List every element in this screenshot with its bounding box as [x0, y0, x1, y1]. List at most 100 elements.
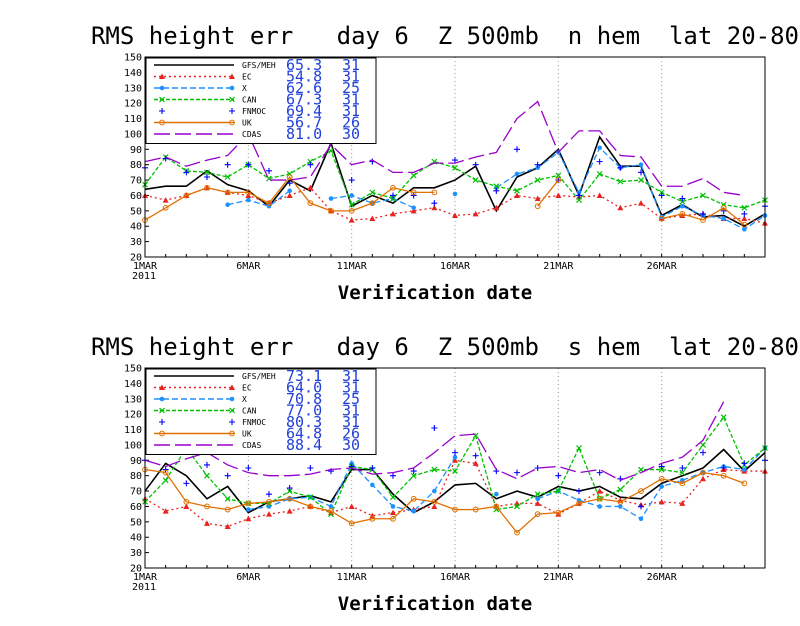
data-point: [679, 500, 686, 506]
y-tick-label: 100: [124, 129, 142, 140]
legend-count: 31: [342, 91, 360, 109]
data-point: [596, 192, 603, 198]
x-tick-label: 16MAR: [440, 261, 471, 272]
series-line: [661, 206, 745, 226]
data-point: [555, 488, 562, 495]
data-point: [287, 188, 292, 194]
data-point: [658, 189, 665, 196]
x-tick-label: 21MAR: [543, 261, 574, 272]
data-point: [328, 147, 334, 154]
data-point: [431, 466, 438, 473]
data-point: [183, 498, 190, 505]
series-line: [144, 175, 435, 221]
data-point: [555, 511, 562, 517]
data-point: [596, 488, 603, 494]
legend-mean: 80.3: [286, 413, 322, 431]
data-point: [224, 495, 231, 502]
x-tick-label: 21MAR: [543, 572, 574, 583]
y-tick-label: 30: [130, 548, 142, 559]
data-point: [431, 204, 438, 211]
data-point: [204, 503, 210, 510]
data-point: [307, 503, 314, 510]
legend-entry: X 70.8 25: [154, 390, 360, 408]
legend-marker: [229, 73, 235, 79]
legend-mean: 67.3: [286, 91, 322, 109]
data-point: [742, 467, 747, 472]
data-point: [597, 504, 602, 509]
data-point: [493, 183, 500, 190]
y-tick-label: 90: [130, 456, 142, 467]
data-point: [224, 161, 231, 168]
legend-count: 31: [342, 413, 360, 431]
legend-name: EC: [242, 384, 252, 393]
legend-count: 25: [342, 390, 360, 408]
y-tick-label: 120: [124, 99, 142, 110]
legend-mean: 54.8: [286, 68, 322, 86]
data-point: [390, 192, 396, 199]
series-uk: [142, 174, 748, 228]
data-point: [720, 207, 727, 214]
chart-title: RMS height err day 6 Z 500mb n hem lat 2…: [91, 22, 799, 50]
data-point: [307, 465, 314, 471]
legend-count: 30: [342, 436, 360, 454]
data-point: [534, 203, 541, 210]
data-point: [266, 498, 272, 505]
data-point: [555, 192, 562, 198]
data-point: [369, 515, 376, 522]
data-point: [679, 212, 686, 218]
legend-count: 26: [342, 425, 360, 443]
series-line: [330, 194, 414, 209]
data-point: [514, 529, 520, 536]
legend-marker: [159, 407, 165, 414]
legend-count: 31: [342, 56, 360, 74]
data-point: [514, 503, 520, 510]
series-line: [537, 179, 559, 207]
legend-count: 31: [342, 402, 360, 420]
plot-frame: [144, 367, 766, 569]
data-point: [245, 465, 252, 471]
legend-mean: 65.3: [286, 56, 322, 74]
data-point: [720, 204, 727, 211]
data-point: [617, 486, 624, 493]
data-point: [328, 504, 334, 509]
y-tick-label: 20: [130, 564, 142, 575]
x-tick-label: 11MAR: [337, 572, 368, 583]
data-point: [286, 488, 293, 495]
data-point: [514, 469, 520, 476]
series-line: [144, 448, 766, 514]
data-point: [348, 201, 355, 208]
y-tick-label: 20: [130, 253, 142, 264]
legend-marker: [229, 419, 235, 425]
data-point: [741, 221, 748, 228]
legend-entry: FNMOC 69.4 31: [159, 102, 360, 120]
data-point: [390, 509, 396, 516]
legend-count: 31: [342, 102, 360, 120]
y-tick-label: 140: [124, 68, 142, 79]
data-point: [286, 508, 293, 514]
data-point: [162, 466, 169, 473]
legend-count: 26: [342, 114, 360, 132]
data-point: [680, 203, 685, 209]
data-point: [245, 500, 252, 507]
legend-count: 31: [342, 68, 360, 86]
data-point: [555, 172, 562, 179]
data-point: [700, 449, 706, 456]
data-point: [246, 197, 251, 203]
legend-mean: 81.0: [286, 125, 322, 143]
legend-marker: [229, 407, 235, 414]
data-point: [204, 520, 210, 526]
data-point: [204, 184, 210, 191]
legend-marker: [229, 430, 235, 437]
legend-entry: GFS/MEH 73.1 31: [154, 367, 360, 385]
data-point: [245, 189, 252, 196]
legend-count: 30: [342, 125, 360, 143]
y-tick-label: 100: [124, 440, 142, 451]
data-point: [576, 192, 582, 199]
data-point: [638, 488, 644, 494]
chart-panel-1: RMS height err day 6 Z 500mb n hem lat 2…: [91, 22, 799, 304]
data-point: [493, 204, 500, 211]
legend-name: UK: [242, 430, 252, 439]
data-point: [431, 425, 438, 431]
legend-mean: 62.6: [286, 79, 322, 97]
